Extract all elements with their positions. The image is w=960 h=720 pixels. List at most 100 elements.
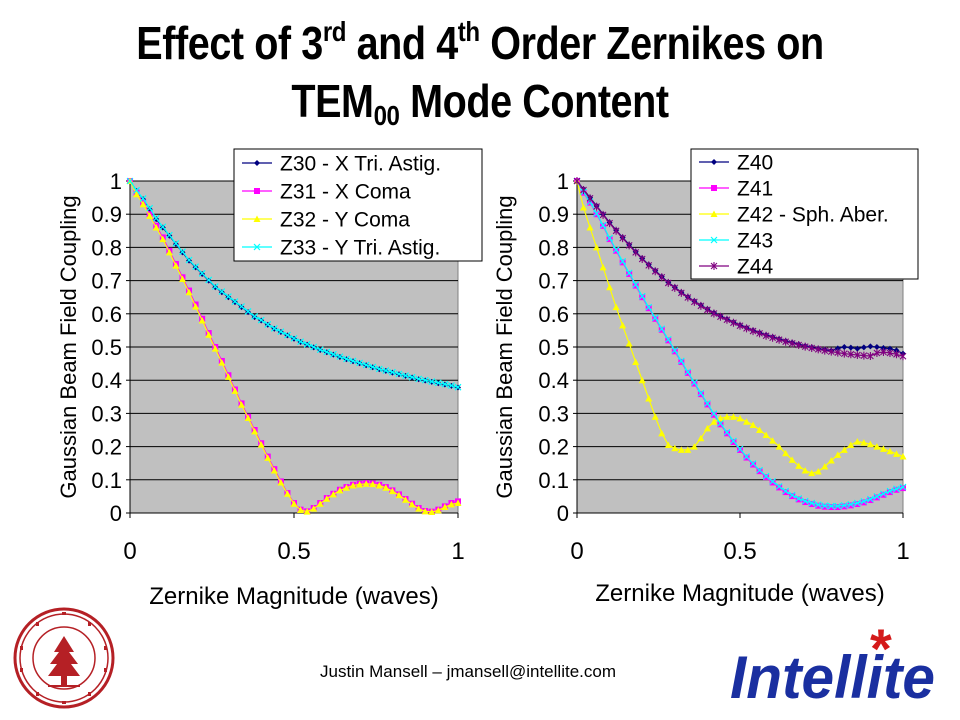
data-point [749, 327, 757, 336]
data-point [146, 212, 154, 219]
data-point [606, 219, 613, 228]
data-point [860, 497, 868, 505]
slide-title: Effect of 3rd and 4th Order Zernikes on … [67, 14, 893, 130]
data-point [821, 503, 828, 510]
data-point [808, 501, 815, 508]
data-point [756, 426, 764, 433]
data-point [880, 347, 887, 356]
data-point [316, 346, 324, 354]
data-point [362, 361, 370, 369]
data-point [395, 491, 403, 499]
data-point [382, 367, 390, 374]
data-point [211, 345, 219, 352]
data-point [736, 414, 744, 422]
y-tick-label: 0.6 [538, 302, 569, 327]
data-point [834, 348, 842, 357]
logo-star: * [870, 628, 892, 680]
data-point [244, 414, 252, 422]
data-point [342, 484, 350, 491]
data-point [828, 504, 835, 511]
data-point [690, 443, 698, 450]
data-point [586, 223, 594, 231]
x-tick-label: 1 [451, 538, 464, 565]
data-point [599, 221, 607, 229]
data-point [723, 430, 730, 437]
data-point [593, 210, 600, 217]
data-point [323, 348, 331, 356]
data-point [218, 288, 226, 295]
data-point [756, 466, 763, 474]
data-point [710, 309, 718, 318]
y-tick-label: 0 [557, 501, 569, 526]
data-point [769, 479, 776, 486]
data-point [677, 288, 685, 297]
series-z42 [573, 177, 907, 477]
data-point [756, 329, 763, 338]
legend-entry: Z42 - Sph. Aber. [737, 204, 889, 227]
data-point [860, 351, 868, 360]
y-tick-label: 0.1 [91, 468, 122, 493]
title-text-tem: TEM [291, 75, 374, 127]
data-point [854, 345, 861, 352]
data-point [172, 239, 180, 247]
data-point [788, 456, 796, 463]
data-point [782, 337, 790, 346]
data-point [198, 269, 206, 277]
data-point [710, 418, 718, 425]
data-point [270, 467, 278, 474]
data-point [159, 223, 167, 231]
data-point [428, 508, 436, 516]
legend-marker [710, 236, 718, 244]
data-point [730, 437, 737, 445]
data-point [743, 453, 750, 460]
data-point [834, 504, 841, 511]
data-point [730, 438, 737, 445]
data-point [873, 492, 881, 500]
data-point [316, 500, 324, 507]
data-point [886, 345, 893, 352]
data-point [847, 344, 854, 351]
data-point [815, 502, 822, 509]
data-point [349, 357, 357, 365]
data-point [402, 372, 409, 379]
data-point [795, 341, 803, 350]
x-tick-label: 0 [570, 538, 583, 565]
data-point [310, 505, 318, 512]
data-point [192, 302, 200, 310]
data-point [749, 421, 757, 429]
data-point [737, 446, 743, 453]
data-point [723, 315, 731, 324]
data-point [854, 501, 861, 508]
data-point [251, 427, 259, 435]
data-point [886, 348, 894, 357]
data-point [369, 480, 377, 488]
x-axis-label: Zernike Magnitude (waves) [595, 580, 884, 607]
data-point [853, 438, 861, 445]
data-point [645, 394, 653, 402]
data-point [873, 494, 880, 501]
data-point [231, 387, 239, 394]
data-point [290, 500, 298, 507]
data-point [251, 313, 259, 320]
data-point [704, 305, 711, 314]
data-point [795, 462, 803, 469]
data-point [152, 214, 160, 222]
data-point [303, 508, 311, 515]
data-point [716, 414, 724, 422]
y-tick-label: 0.4 [91, 368, 122, 393]
title-text-mode: Mode Content [399, 75, 669, 127]
data-point [408, 373, 416, 381]
data-point [224, 373, 232, 380]
data-point [703, 400, 711, 407]
data-point [369, 363, 377, 371]
data-point [165, 231, 173, 239]
data-point [126, 177, 134, 185]
data-point [356, 480, 364, 488]
data-point [853, 499, 861, 507]
data-point [762, 472, 770, 480]
data-point [159, 235, 167, 243]
data-point [619, 321, 627, 329]
data-point [717, 419, 724, 427]
data-point [133, 190, 141, 198]
data-point [840, 501, 848, 509]
